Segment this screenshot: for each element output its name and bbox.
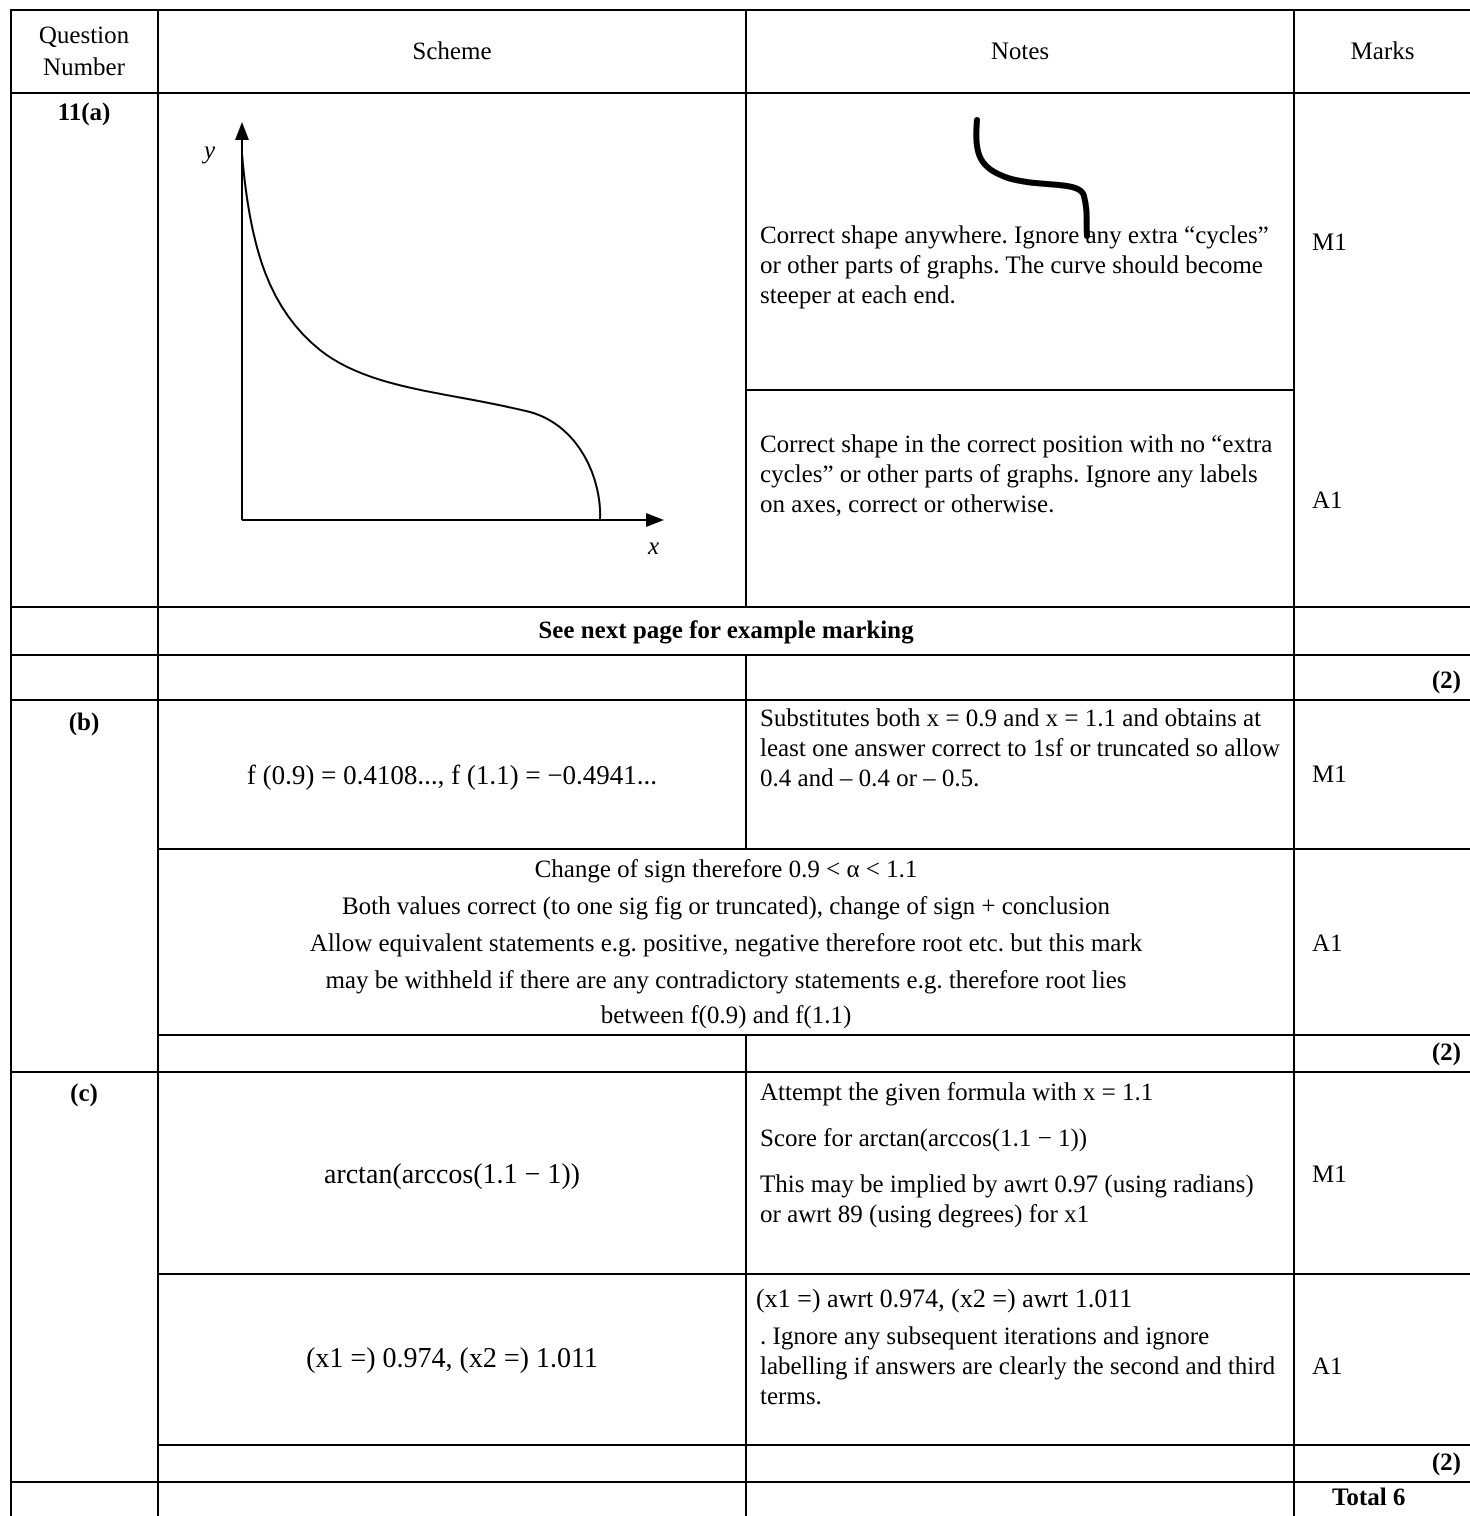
table-border [157, 9, 159, 1516]
table-border [10, 606, 1470, 608]
note-11c-m1-line1: Attempt the given formula with x = 1.1 [760, 1079, 1154, 1106]
table-border [745, 389, 1293, 391]
header-question-number: Question Number [38, 22, 130, 81]
y-axis-arrow-icon [235, 122, 249, 140]
note-11c-a1-line1: (x1 =) awrt 0.974, (x2 =) awrt 1.011 [756, 1284, 1133, 1313]
y-axis-label: y [201, 137, 216, 164]
question-label: (c) [70, 1080, 98, 1107]
table-border [10, 654, 1470, 656]
table-border [10, 1481, 1470, 1483]
table-border [10, 9, 12, 1516]
see-next-page: See next page for example marking [538, 617, 914, 644]
question-label: (b) [68, 709, 100, 736]
mark-11a-a1: A1 [1312, 487, 1343, 514]
note-11a-m1: Correct shape anywhere. Ignore any extra… [760, 222, 1269, 309]
table-border [157, 1273, 1470, 1275]
table-border [10, 1071, 1470, 1073]
note-11b-m1: Substitutes both x = 0.9 and x = 1.1 and… [760, 705, 1280, 792]
question-label: 11(a) [57, 99, 111, 126]
subtotal-11c: (2) [1431, 1449, 1461, 1476]
table-border [10, 92, 1470, 94]
sketch-curve [241, 153, 602, 521]
table-border [745, 9, 747, 606]
note-11c-m1-line2: Score for arctan(arccos(1.1 − 1)) [760, 1125, 1088, 1152]
header-notes: Notes [990, 38, 1050, 65]
note-11c-m1-line3: This may be implied by awrt 0.97 (using … [760, 1171, 1254, 1228]
scheme-11c-m1: arctan(arccos(1.1 − 1)) [324, 1159, 580, 1190]
note-11a-a1: Correct shape in the correct position wi… [760, 431, 1273, 518]
mark-11b-a1: A1 [1312, 930, 1343, 957]
subtotal-11b: (2) [1431, 1039, 1461, 1066]
table-border [157, 1444, 1470, 1446]
note-11c-a1-line2: . Ignore any subsequent iterations and i… [760, 1323, 1276, 1410]
note-11b-a1-line5: between f(0.9) and f(1.1) [600, 1002, 852, 1029]
subtotal-11a: (2) [1431, 667, 1461, 694]
note-11b-a1-line3: Allow equivalent statements e.g. positiv… [309, 930, 1143, 957]
mark-11c-a1: A1 [1312, 1353, 1343, 1380]
scheme-11b-m1: f (0.9) = 0.4108..., f (1.1) = −0.4941..… [246, 760, 658, 790]
table-border [157, 848, 1470, 850]
mark-11a-m1: M1 [1312, 229, 1347, 256]
scheme-11c-a1: (x1 =) 0.974, (x2 =) 1.011 [306, 1343, 598, 1374]
table-border [10, 699, 1470, 701]
table-border [10, 9, 1470, 11]
x-axis-arrow-icon [646, 513, 664, 527]
x-axis-label: x [647, 533, 659, 560]
shape-sketch-icon [973, 117, 1090, 239]
mark-11c-m1: M1 [1312, 1161, 1347, 1188]
note-11b-a1-line1: Change of sign therefore 0.9 < α < 1.1 [534, 856, 918, 883]
table-border [157, 1034, 1470, 1036]
header-marks: Marks [1350, 38, 1415, 65]
note-11b-a1-line2: Both values correct (to one sig fig or t… [341, 893, 1111, 920]
sketch-graph: y x [201, 122, 664, 560]
table-border [1293, 9, 1295, 1516]
note-11b-a1-line4: may be withheld if there are any contrad… [325, 967, 1127, 994]
mark-11b-m1: M1 [1312, 761, 1347, 788]
table-border [745, 1034, 747, 1516]
grand-total: Total 6 [1332, 1484, 1406, 1511]
table-border [745, 654, 747, 848]
header-scheme: Scheme [412, 38, 492, 65]
